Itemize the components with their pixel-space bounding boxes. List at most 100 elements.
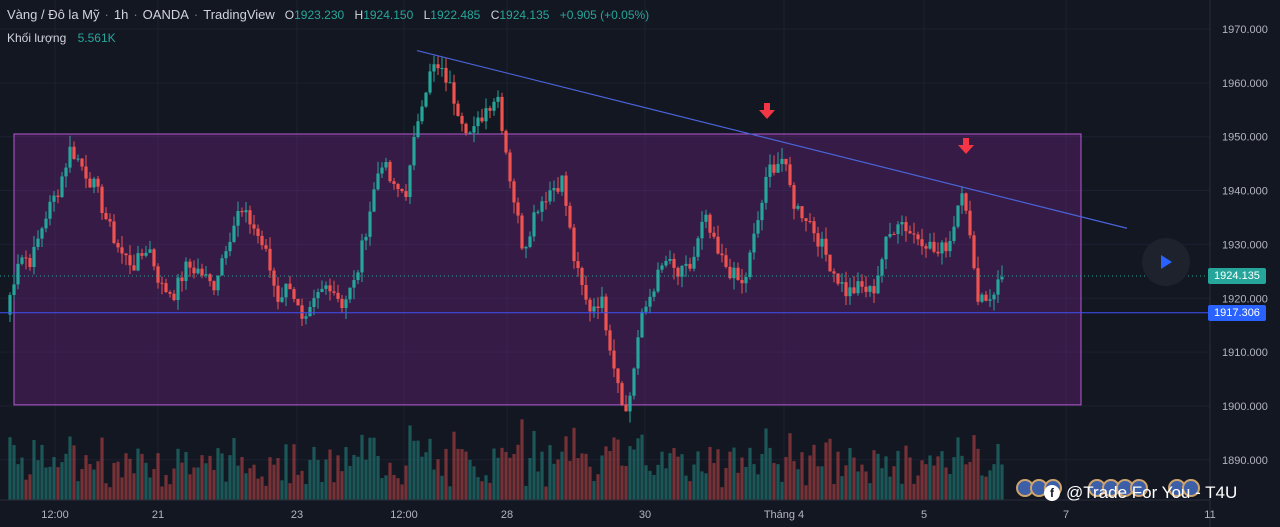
volume-bar <box>832 483 836 500</box>
candle-body <box>604 296 608 331</box>
price-tick-label: 1950.000 <box>1222 132 1268 144</box>
volume-bar <box>172 468 176 500</box>
candle-body <box>408 165 412 198</box>
volume-bar <box>764 428 768 500</box>
us-flag-icon[interactable] <box>1130 479 1148 497</box>
volume-bar <box>992 464 996 500</box>
candle-body <box>784 158 788 165</box>
candle-body <box>708 214 712 233</box>
volume-bar <box>596 474 600 500</box>
candle-body <box>140 253 144 256</box>
time-axis[interactable]: 12:00 21 23 12:00 28 30 Tháng 4 5 7 11 <box>41 509 1215 521</box>
volume-bar <box>1000 464 1004 500</box>
replay-play-button[interactable] <box>1142 238 1190 286</box>
candle-body <box>652 291 656 297</box>
volume-bar <box>804 485 808 500</box>
volume-bar <box>192 467 196 500</box>
candle-body <box>904 222 908 232</box>
us-flag-icon[interactable] <box>1182 479 1200 497</box>
candle-body <box>940 242 944 254</box>
candle-body <box>212 281 216 291</box>
candle-body <box>924 246 928 249</box>
volume-bar <box>248 468 252 500</box>
volume-bar <box>752 464 756 500</box>
volume-bar <box>12 445 16 500</box>
volume-bar <box>448 486 452 500</box>
candle-body <box>476 117 480 127</box>
volume-bar <box>944 467 948 500</box>
candle-body <box>996 279 1000 295</box>
high-key: H <box>354 8 364 22</box>
volume-bar <box>280 480 284 500</box>
candle-body <box>380 167 384 174</box>
candle-body <box>224 251 228 259</box>
candle-body <box>608 330 612 351</box>
volume-bar <box>852 457 856 500</box>
volume-bar <box>144 462 148 500</box>
candle-body <box>620 383 624 405</box>
volume-bar <box>916 475 920 500</box>
volume-bar <box>96 461 100 500</box>
candle-body <box>204 274 208 276</box>
candle-body <box>876 275 880 294</box>
candle-body <box>792 185 796 209</box>
candle-body <box>988 299 992 301</box>
candle-body <box>348 287 352 300</box>
symbol-name[interactable]: Vàng / Đô la Mỹ <box>7 7 100 22</box>
candle-body <box>312 298 316 307</box>
trendline[interactable] <box>416 49 1128 229</box>
candle-body <box>728 266 732 279</box>
volume-bar <box>184 452 188 500</box>
candle-body <box>288 283 292 290</box>
candle-body <box>264 245 268 249</box>
candle-body <box>752 233 756 253</box>
candle-body <box>160 282 164 284</box>
volume-legend[interactable]: Khối lượng 5.561K <box>7 31 116 45</box>
legend-header[interactable]: Vàng / Đô la Mỹ · 1h · OANDA · TradingVi… <box>7 7 656 22</box>
volume-bar <box>368 437 372 500</box>
candle-body <box>504 130 508 153</box>
candle-body <box>452 82 456 104</box>
candle-body <box>108 219 112 222</box>
event-flags[interactable] <box>1088 479 1148 497</box>
volume-bar <box>88 463 92 500</box>
candle-body <box>172 293 176 301</box>
candle-body <box>216 275 220 291</box>
volume-bar <box>44 467 48 500</box>
candle-body <box>804 218 808 221</box>
volume-bar <box>952 457 956 500</box>
candle-body <box>744 276 748 284</box>
volume-bar <box>592 481 596 500</box>
candle-body <box>660 265 664 270</box>
volume-bar <box>256 478 260 500</box>
volume-bar <box>808 455 812 500</box>
candle-body <box>860 281 864 287</box>
interval[interactable]: 1h <box>113 7 129 22</box>
volume-bar <box>520 419 524 500</box>
volume-bar <box>528 458 532 500</box>
candle-body <box>72 146 76 159</box>
volume-bar <box>656 464 660 500</box>
price-axis[interactable]: 1970.000 1960.000 1950.000 1940.000 1930.000… <box>1222 24 1268 467</box>
volume-bar <box>516 444 520 500</box>
volume-bar <box>876 453 880 500</box>
volume-bar <box>124 453 128 500</box>
volume-bar <box>480 481 484 500</box>
event-flags[interactable] <box>1168 479 1200 497</box>
volume-bar <box>180 462 184 500</box>
candle-body <box>432 64 436 72</box>
volume-bar <box>388 462 392 500</box>
volume-bar <box>344 447 348 500</box>
volume-bar <box>616 439 620 500</box>
volume-bar <box>668 453 672 500</box>
volume-bar <box>860 464 864 500</box>
volume-bar <box>872 450 876 500</box>
candle-body <box>324 285 328 289</box>
volume-bar <box>532 430 536 500</box>
volume-bar <box>488 482 492 500</box>
candle-body <box>584 285 588 300</box>
volume-bar <box>476 477 480 500</box>
candle-body <box>972 235 976 269</box>
candle-body <box>864 286 868 292</box>
